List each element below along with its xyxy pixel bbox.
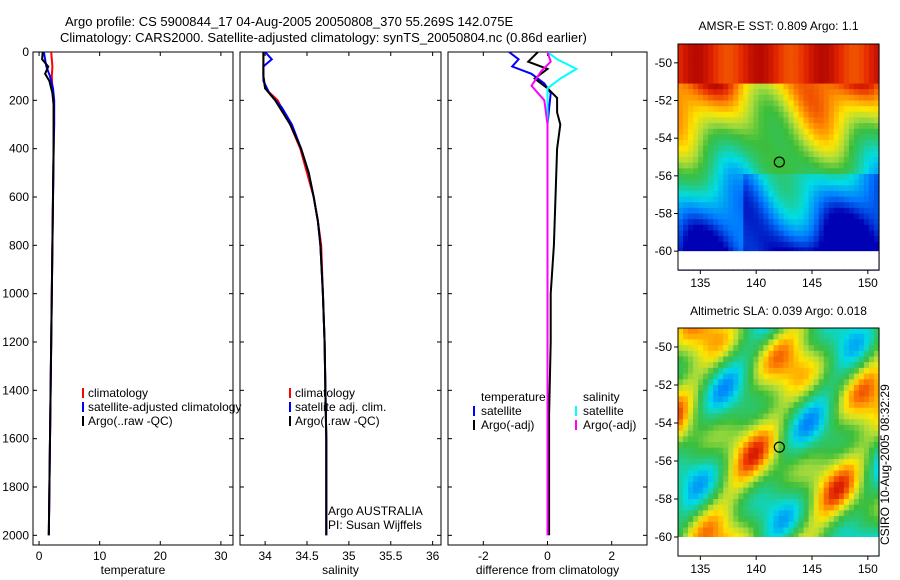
sla_map-title: Altimetric SLA: 0.039 Argo: 0.018: [690, 304, 867, 318]
timestamp-label: CSIRO 10-Aug-2005 08:32:29: [878, 384, 892, 545]
sla_map-ytick-label: -60: [655, 530, 673, 544]
figure-title-line1: Argo profile: CS 5900844_17 04-Aug-2005 …: [65, 14, 513, 29]
map-panels: AMSR-E SST: 0.809 Argo: 1.1 -50 -52 -54 -56 -…: [655, 19, 880, 576]
sla_map-xtick-label: 140: [746, 562, 766, 576]
sst_map-panel: AMSR-E SST: 0.809 Argo: 1.1 -50 -52 -54 -56 -…: [655, 19, 880, 290]
difference-xlabel: difference from climatology: [476, 563, 619, 577]
temperature-legend-label: Argo(..raw -QC): [88, 414, 173, 428]
salinity-series-climatology: [262, 52, 328, 536]
sla_map-ytick-label: -50: [655, 340, 673, 354]
temperature-ytick-label: 400: [9, 142, 29, 156]
salinity-xtick-label: 34.5: [295, 549, 319, 563]
salinity-series-satellite-adj-clim-: [262, 52, 328, 536]
temperature-ytick-label: 1000: [2, 287, 29, 301]
temperature-ytick-label: 0: [22, 45, 29, 59]
sla_map-ytick-label: -54: [655, 416, 673, 430]
sst_map-xtick-label: 135: [690, 276, 710, 290]
salinity-series-argo-raw-qc-: [262, 52, 328, 536]
temperature-ytick-label: 1400: [2, 383, 29, 397]
temperature-series-argo-raw-qc-: [41, 52, 55, 536]
difference-legend-label: satellite: [481, 404, 522, 418]
temperature-ytick-label: 1800: [2, 480, 29, 494]
difference-series-temperature-argo-adj-: [526, 52, 562, 536]
sst_map-float-marker: [773, 156, 785, 168]
sla_map-frame: [677, 327, 880, 557]
temperature-ytick-label: 2000: [2, 528, 29, 542]
sst_map-xtick-label: 150: [858, 276, 878, 290]
temperature-legend-label: satellite-adjusted climatology: [88, 400, 241, 414]
sst_map-frame: [677, 43, 880, 271]
sla_map-xtick-label: 150: [858, 562, 878, 576]
temperature-xtick-label: 10: [93, 549, 107, 563]
temperature-panel: 0 200 400 600 800 1000 1200 1400 1600 1800 2000 0 10…: [2, 45, 241, 577]
salinity-xlabel: salinity: [322, 563, 359, 577]
sla_map-ytick-label: -58: [655, 492, 673, 506]
salinity-annotation: PI: Susan Wijffels: [328, 518, 422, 532]
temperature-xlabel: temperature: [101, 563, 166, 577]
sst_map-ytick-label: -52: [655, 94, 673, 108]
sla_map-xtick-label: 135: [690, 562, 710, 576]
difference-legend-label: Argo(-adj): [481, 418, 534, 432]
sst_map-ytick-label: -54: [655, 131, 673, 145]
salinity-legend-label: Argo(..raw -QC): [295, 414, 380, 428]
sst_map-ytick-label: -56: [655, 169, 673, 183]
sla_map-panel: Altimetric SLA: 0.039 Argo: 0.018 -50 -52 -…: [655, 304, 880, 576]
sst_map-field: [678, 44, 880, 271]
sst_map-nodata: [678, 251, 879, 270]
difference-series-temperature-satellite: [508, 52, 552, 536]
figure-title-line2: Climatology: CARS2000. Satellite-adjuste…: [60, 30, 587, 45]
sst_map-ytick-label: -50: [655, 56, 673, 70]
salinity-xtick-label: 34: [258, 549, 272, 563]
temperature-xtick-label: 0: [36, 549, 43, 563]
difference-xtick-label: 2: [608, 549, 615, 563]
salinity-annotation: Argo AUSTRALIA: [328, 504, 423, 518]
sst_map-ytick-label: -58: [655, 207, 673, 221]
salinity-legend-label: satellite adj. clim.: [295, 400, 386, 414]
difference-series-salinity-satellite: [546, 52, 579, 536]
salinity-panel: 34 34.5 35 35.5 36 salinity climatologysatelli…: [239, 51, 442, 577]
temperature-frame: [32, 51, 234, 546]
sla_map-nodata: [678, 537, 879, 556]
salinity-legend-label: climatology: [295, 386, 355, 400]
temperature-legend-label: climatology: [88, 386, 148, 400]
difference-legend-heading: temperature: [481, 390, 546, 404]
temperature-xtick-label: 30: [214, 549, 228, 563]
sst_map-ytick-label: -60: [655, 244, 673, 258]
temperature-ytick-label: 200: [9, 93, 29, 107]
sla_map-float-marker: [773, 441, 785, 453]
difference-series-salinity-argo-adj-: [530, 52, 552, 536]
temperature-ytick-label: 1200: [2, 335, 29, 349]
salinity-xtick-label: 36: [426, 549, 440, 563]
sst_map-xtick-label: 145: [802, 276, 822, 290]
difference-xtick-label: -2: [478, 549, 489, 563]
difference-legend-label: Argo(-adj): [583, 418, 636, 432]
difference-legend-label: satellite: [583, 404, 624, 418]
sla_map-ytick-label: -52: [655, 378, 673, 392]
sla_map-ytick-label: -56: [655, 454, 673, 468]
temperature-ytick-label: 1600: [2, 432, 29, 446]
temperature-ytick-label: 800: [9, 238, 29, 252]
sst_map-title: AMSR-E SST: 0.809 Argo: 1.1: [698, 19, 858, 33]
salinity-frame: [239, 51, 442, 546]
difference-legend-heading: salinity: [583, 390, 620, 404]
temperature-xtick-label: 20: [154, 549, 168, 563]
temperature-ytick-label: 600: [9, 190, 29, 204]
difference-xtick-label: 0: [544, 549, 551, 563]
salinity-xtick-label: 35.5: [379, 549, 403, 563]
sst_map-xtick-label: 140: [746, 276, 766, 290]
sla_map-xtick-label: 145: [802, 562, 822, 576]
salinity-xtick-label: 35: [342, 549, 356, 563]
